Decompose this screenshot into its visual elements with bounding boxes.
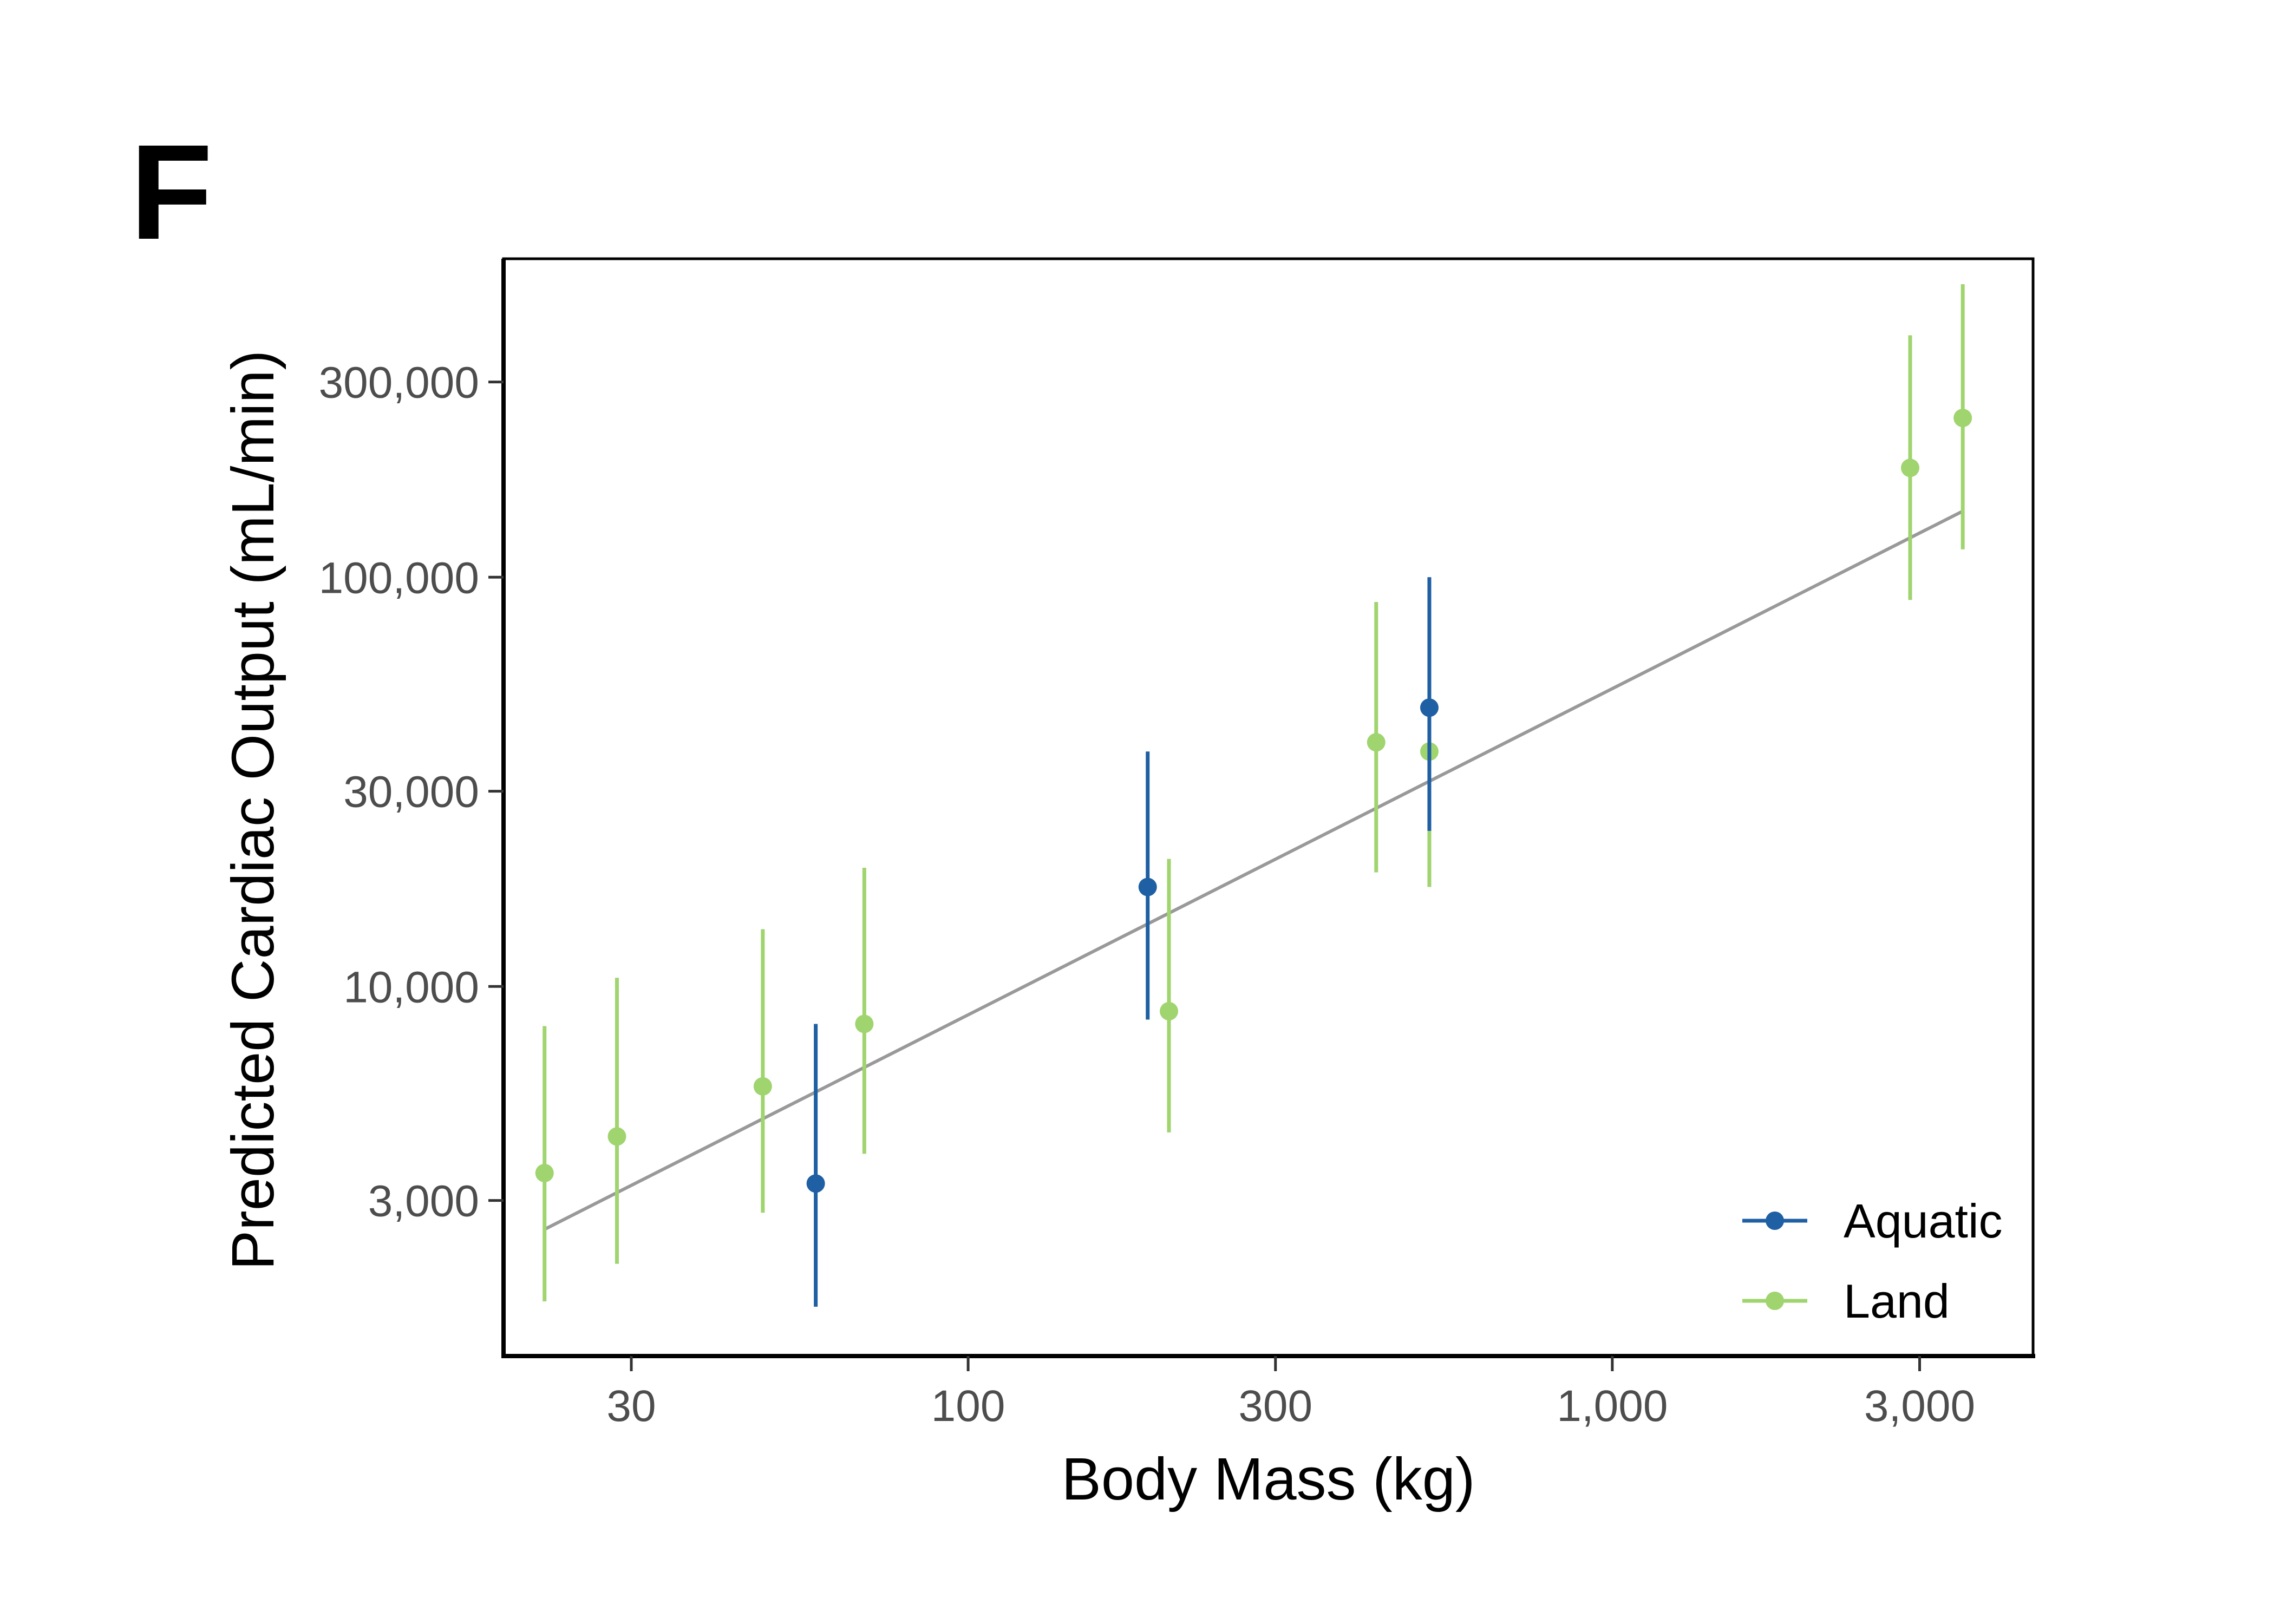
y-tick-label: 3,000 bbox=[368, 1177, 479, 1226]
fit-line bbox=[544, 509, 1964, 1231]
data-point bbox=[1367, 733, 1386, 752]
legend-label: Land bbox=[1844, 1274, 1950, 1328]
legend-key-point bbox=[1766, 1292, 1784, 1310]
data-point bbox=[753, 1077, 772, 1096]
series-land bbox=[535, 284, 1972, 1302]
data-point bbox=[855, 1014, 874, 1033]
plot-frame bbox=[502, 257, 2035, 1358]
x-tick-label: 1,000 bbox=[1557, 1381, 1668, 1431]
legend: Aquatic Land bbox=[1742, 1194, 2003, 1328]
y-tick-label: 100,000 bbox=[319, 553, 479, 603]
x-tick-label: 100 bbox=[931, 1381, 1005, 1431]
x-tick-label: 300 bbox=[1238, 1381, 1312, 1431]
y-axis-ticks: 3,000 10,000 30,000 100,000 300,000 bbox=[319, 358, 504, 1226]
data-point bbox=[1420, 698, 1439, 717]
x-axis-title: Body Mass (kg) bbox=[1061, 1446, 1475, 1512]
data-point bbox=[1138, 878, 1157, 896]
x-tick-label: 3,000 bbox=[1864, 1381, 1975, 1431]
x-tick-label: 30 bbox=[606, 1381, 656, 1431]
data-point bbox=[607, 1127, 626, 1146]
y-tick-label: 300,000 bbox=[319, 358, 479, 408]
panel-label: F bbox=[130, 116, 213, 267]
data-point bbox=[1953, 409, 1972, 428]
y-axis-title: Predicted Cardiac Output (mL/min) bbox=[220, 350, 286, 1271]
y-tick-label: 10,000 bbox=[343, 962, 479, 1012]
plot-area bbox=[535, 284, 1972, 1307]
series-aquatic bbox=[806, 577, 1439, 1307]
data-point bbox=[1900, 459, 1919, 477]
legend-label: Aquatic bbox=[1844, 1194, 2003, 1248]
x-axis-ticks: 30 100 300 1,000 3,000 bbox=[606, 1356, 1975, 1431]
legend-key-point bbox=[1766, 1212, 1784, 1230]
data-point bbox=[1160, 1001, 1179, 1020]
data-point bbox=[806, 1174, 825, 1193]
data-point bbox=[535, 1163, 554, 1182]
y-tick-label: 30,000 bbox=[343, 768, 479, 817]
